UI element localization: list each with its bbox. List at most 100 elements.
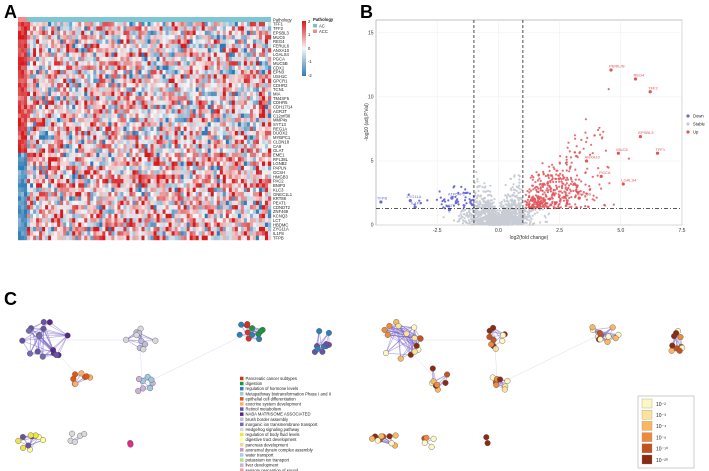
heatmap-cell	[159, 69, 163, 75]
point-stable	[499, 202, 502, 205]
heatmap-cell	[78, 96, 82, 101]
heatmap-cell	[135, 196, 139, 201]
heatmap-cell	[144, 174, 148, 180]
heatmap-cell	[99, 139, 103, 145]
heatmap-cell	[120, 192, 124, 197]
heatmap-cell	[144, 205, 148, 210]
heatmap-cell	[126, 231, 130, 236]
heatmap-cell	[177, 213, 181, 219]
heatmap-cell	[48, 135, 52, 140]
heatmap-cell	[237, 235, 242, 241]
heatmap-cell	[228, 165, 233, 171]
heatmap-cell	[75, 170, 79, 175]
heatmap-cell	[63, 174, 67, 180]
heatmap-cell	[171, 187, 175, 193]
heatmap-cell	[57, 148, 61, 153]
heatmap-cell	[18, 91, 22, 97]
heatmap-cell	[105, 161, 109, 167]
heatmap-cell	[240, 69, 245, 75]
heatmap-cell	[186, 91, 190, 97]
heatmap-cell	[138, 178, 142, 184]
heatmap-cell	[195, 196, 199, 201]
heatmap-cell	[18, 187, 22, 193]
heatmap-cell	[75, 35, 79, 40]
gene-label: EPN3	[273, 70, 285, 75]
heatmap-cell	[255, 104, 260, 110]
heatmap-cell	[36, 196, 40, 201]
heatmap-cell	[183, 231, 187, 236]
heatmap-cell	[156, 231, 160, 236]
heatmap-cell	[246, 35, 251, 40]
heatmap-cell	[81, 205, 85, 210]
heatmap-cell	[246, 74, 251, 79]
heatmap-cell	[42, 26, 46, 31]
heatmap-cell	[252, 174, 257, 180]
heatmap-cell	[42, 183, 46, 188]
heatmap-cell	[264, 74, 269, 79]
heatmap-cell	[30, 30, 34, 36]
heatmap-cell	[168, 43, 172, 49]
heatmap-cell	[243, 61, 248, 66]
heatmap-cell	[180, 235, 184, 241]
heatmap-cell	[33, 109, 37, 114]
heatmap-cell	[54, 196, 58, 201]
heatmap-cell	[63, 178, 67, 184]
heatmap-cell	[147, 83, 151, 88]
heatmap-cell	[219, 100, 224, 106]
heatmap-cell	[117, 131, 121, 136]
heatmap-cell	[243, 170, 248, 175]
heatmap-cell	[180, 222, 184, 228]
heatmap-cell	[24, 43, 28, 49]
heatmap-cell	[255, 196, 260, 201]
heatmap-cell	[261, 48, 266, 53]
heatmap-cell	[111, 74, 115, 79]
heatmap-cell	[192, 235, 196, 241]
heatmap-cell	[120, 48, 124, 53]
heatmap-cell	[243, 205, 248, 210]
heatmap-cell	[66, 30, 70, 36]
heatmap-cell	[147, 122, 151, 127]
gene-label: MYBPC1	[273, 135, 291, 140]
heatmap-cell	[168, 35, 172, 40]
heatmap-cell	[210, 161, 214, 167]
heatmap-cell	[45, 235, 49, 241]
heatmap-cell	[60, 91, 64, 97]
heatmap-cell	[210, 209, 214, 215]
heatmap-cell	[63, 91, 67, 97]
heatmap-cell	[165, 135, 169, 140]
heatmap-cell	[141, 183, 145, 188]
heatmap-cell	[84, 144, 88, 149]
heatmap-cell	[183, 100, 187, 106]
heatmap-cell	[33, 192, 37, 197]
heatmap-cell	[30, 157, 34, 162]
heatmap-cell	[102, 209, 106, 215]
gene-label: TFF1	[273, 22, 284, 27]
heatmap-cell	[99, 205, 103, 210]
heatmap-cell	[78, 65, 82, 71]
heatmap-cell	[201, 65, 205, 71]
heatmap-cell	[201, 100, 205, 106]
heatmap-cell	[159, 213, 163, 219]
heatmap-cell	[204, 183, 208, 188]
heatmap-cell	[111, 209, 115, 215]
heatmap-cell	[87, 231, 91, 236]
heatmap-cell	[174, 200, 178, 206]
heatmap-cell	[144, 74, 148, 79]
heatmap-cell	[201, 165, 205, 171]
heatmap-cell	[207, 117, 211, 123]
heatmap-cell	[249, 152, 254, 158]
heatmap-cell	[249, 200, 254, 206]
heatmap-cell	[243, 183, 248, 188]
heatmap-cell	[90, 74, 94, 79]
heatmap-cell	[96, 22, 100, 27]
heatmap-cell	[36, 69, 40, 75]
heatmap-cell	[195, 35, 199, 40]
heatmap-cell	[48, 231, 52, 236]
heatmap-cell	[168, 174, 172, 180]
heatmap-cell	[192, 161, 196, 167]
point-stable	[510, 189, 513, 192]
heatmap-cell	[234, 205, 239, 210]
gene-label: KCNQ3	[273, 214, 288, 219]
heatmap-cell	[132, 100, 136, 106]
heatmap-cell	[255, 152, 260, 158]
